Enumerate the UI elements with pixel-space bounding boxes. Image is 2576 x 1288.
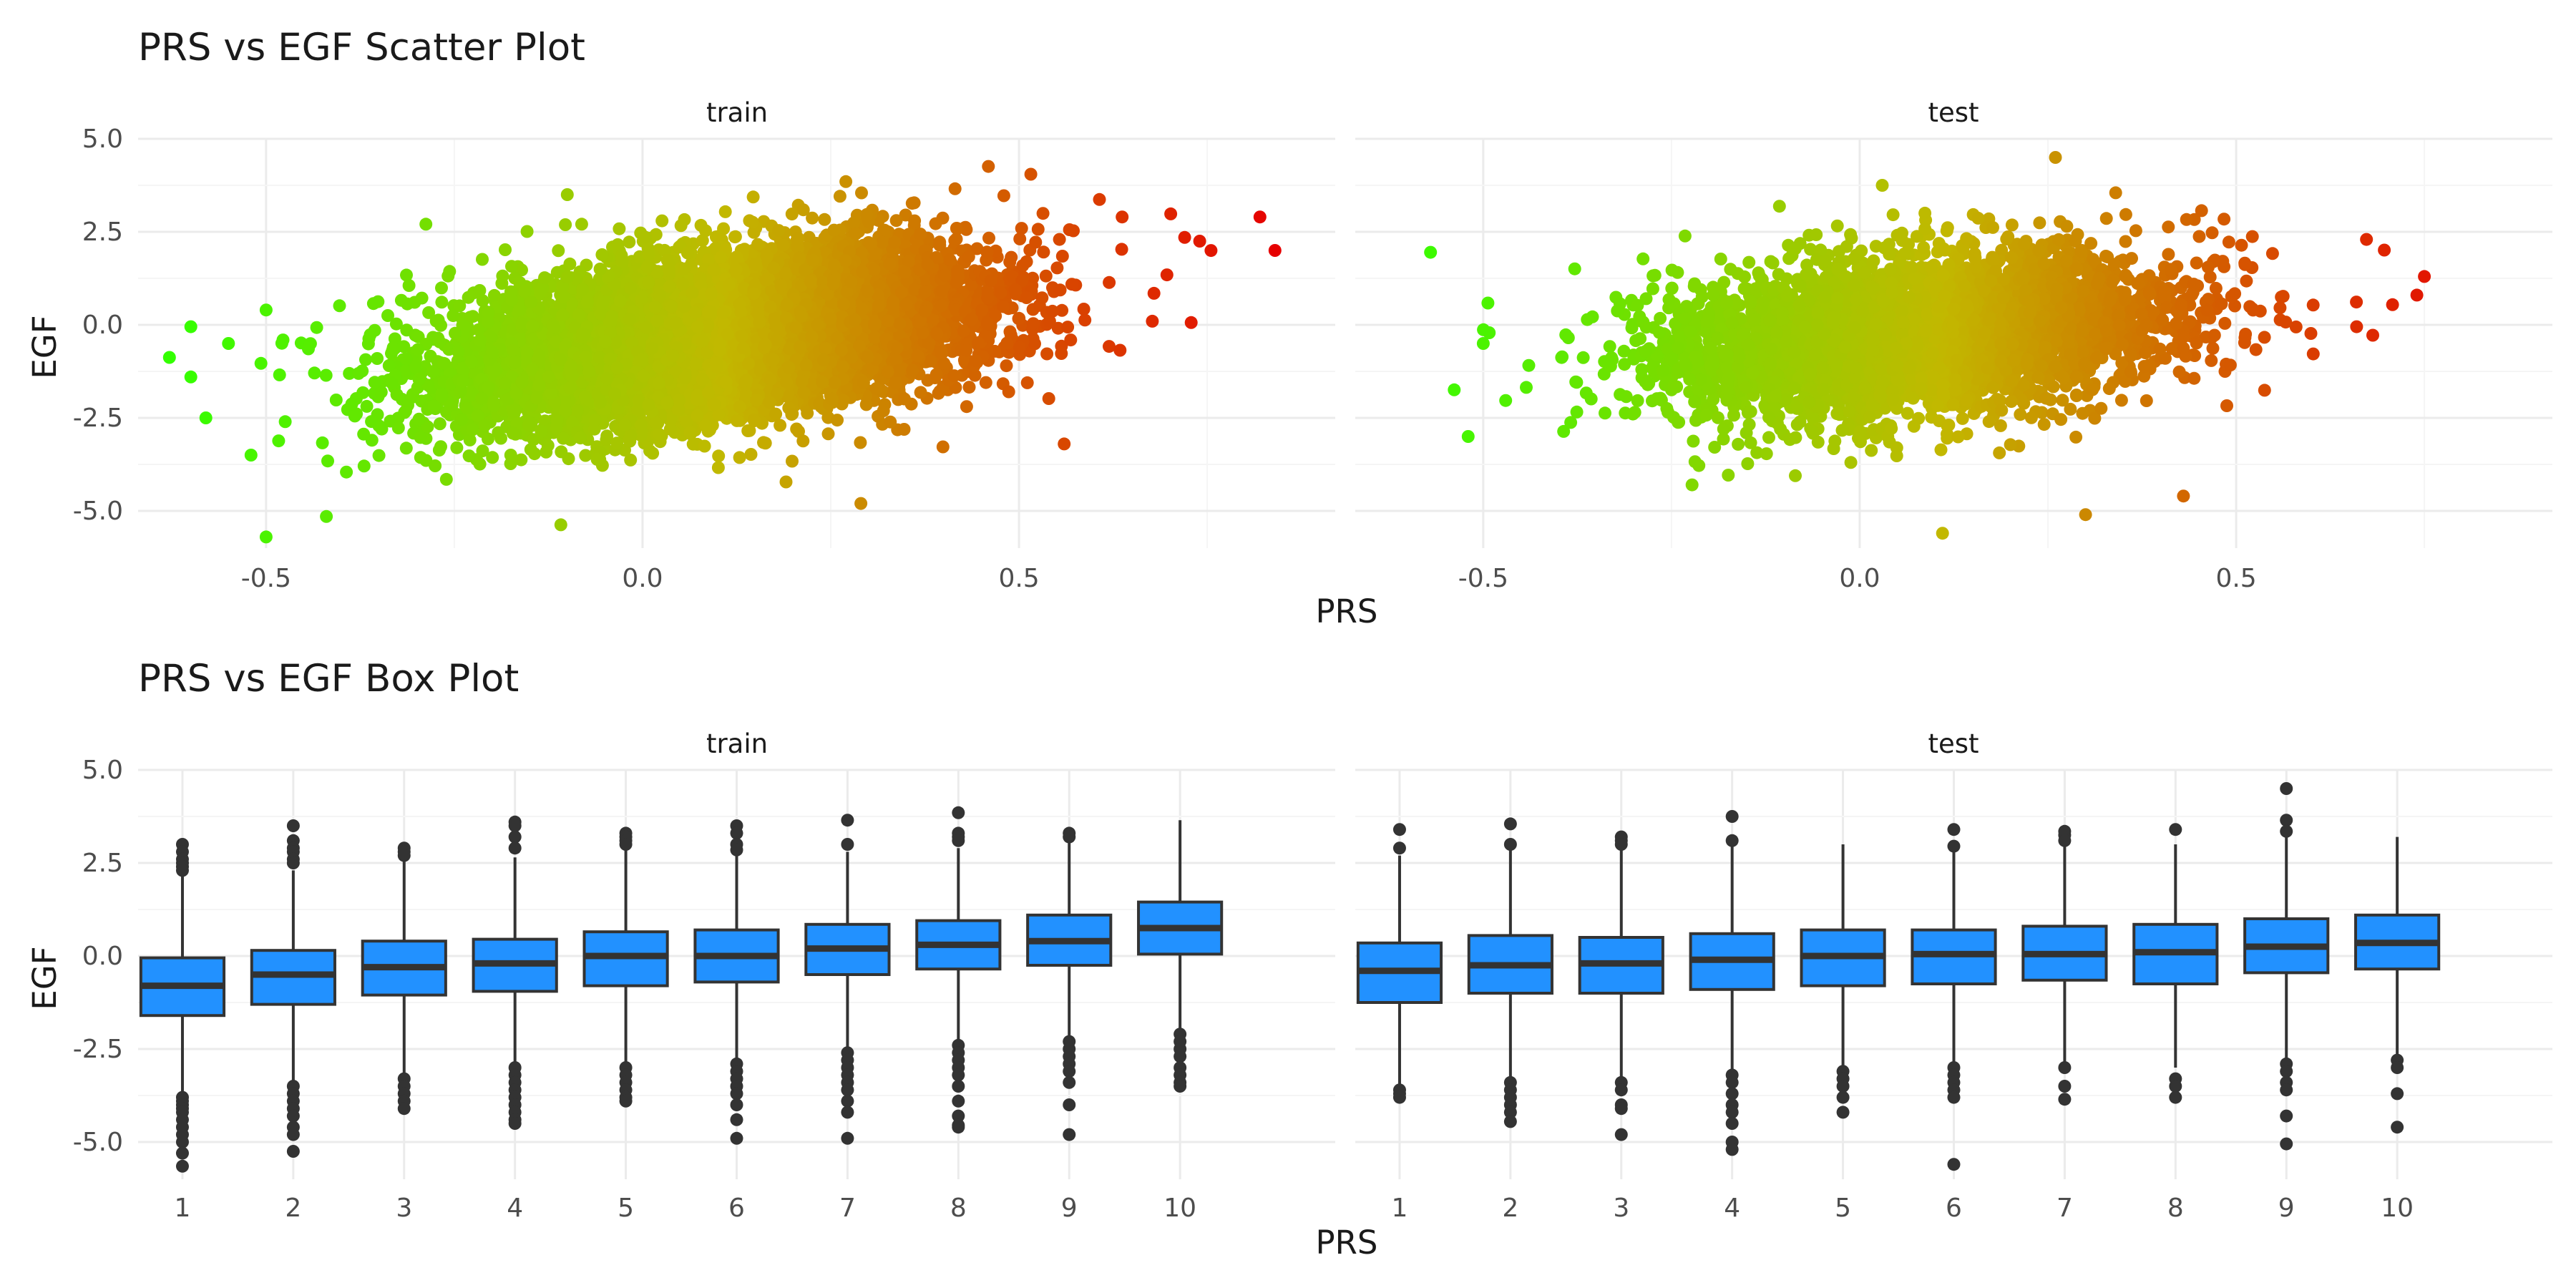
scatter-point: [948, 182, 962, 195]
scatter-point: [462, 449, 476, 463]
scatter-point: [728, 230, 742, 243]
scatter-point: [360, 399, 374, 413]
scatter-point: [1093, 192, 1106, 206]
scatter-point: [960, 400, 973, 414]
scatter-point: [359, 353, 372, 366]
scatter-point: [744, 448, 758, 461]
scatter-point: [272, 434, 286, 448]
scatter-point: [746, 190, 760, 204]
scatter-point: [790, 422, 804, 436]
scatter-point: [329, 394, 343, 406]
scatter-train-panel: train -0.5 0.0 0.5: [138, 97, 1335, 593]
scatter-point: [399, 441, 413, 455]
scatter-point: [1147, 286, 1161, 300]
scatter-point: [914, 386, 927, 399]
scatter-point: [254, 356, 268, 370]
scatter-point: [884, 415, 897, 429]
scatter-point: [575, 218, 588, 231]
scatter-point: [371, 352, 384, 365]
scatter-point: [1115, 243, 1128, 256]
scatter-point: [847, 216, 861, 230]
scatter-train-points: [162, 160, 1282, 544]
scatter-point: [504, 457, 517, 470]
scatter-point: [718, 205, 732, 218]
scatter-point: [982, 231, 995, 245]
scatter-point: [1029, 235, 1043, 249]
scatter-point: [419, 218, 433, 231]
scatter-point: [1013, 232, 1027, 245]
scatter-point: [833, 190, 847, 203]
scatter-point: [655, 214, 669, 228]
scatter-point: [855, 186, 868, 200]
scatter-point: [321, 454, 334, 468]
scatter-point: [1055, 250, 1069, 263]
scatter-point: [1103, 275, 1116, 289]
scatter-point: [613, 222, 626, 235]
scatter-point: [1160, 268, 1174, 282]
scatter-point: [1053, 233, 1066, 246]
scatter-point: [499, 243, 512, 256]
scatter-point: [162, 351, 176, 364]
scatter-title: PRS vs EGF Scatter Plot: [138, 26, 585, 69]
scatter-point: [1040, 347, 1054, 361]
scatter-point: [278, 415, 292, 429]
scatter-point: [854, 436, 867, 449]
scatter-point: [1031, 223, 1045, 236]
scatter-point: [1055, 347, 1068, 360]
scatter-point: [520, 225, 534, 238]
scatter-point: [1036, 207, 1050, 220]
scatter-point: [348, 409, 361, 423]
scatter-point: [980, 245, 994, 259]
scatter-point: [432, 444, 446, 457]
scatter-point: [889, 214, 903, 228]
scatter-point: [450, 441, 464, 454]
scatter-point: [979, 376, 992, 389]
scatter-point: [818, 213, 831, 226]
scatter-point: [1116, 210, 1129, 224]
scatter-train-strip-label: train: [706, 97, 768, 128]
scatter-point: [333, 299, 346, 313]
scatter-point: [541, 439, 555, 452]
scatter-point: [372, 449, 386, 462]
scatter-point: [391, 421, 405, 434]
scatter-point: [496, 269, 509, 283]
scatter-point: [514, 453, 528, 467]
scatter-point: [559, 218, 572, 231]
scatter-point: [1103, 340, 1116, 353]
scatter-point: [1204, 244, 1218, 258]
scatter-point: [1020, 376, 1034, 389]
scatter-point: [1077, 303, 1091, 316]
